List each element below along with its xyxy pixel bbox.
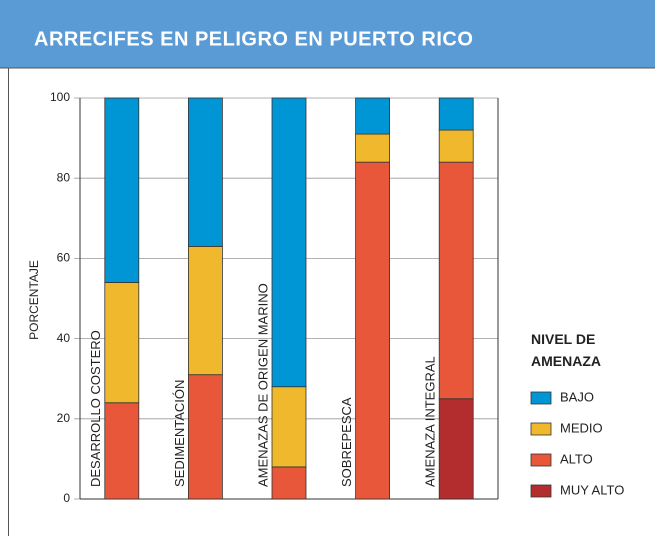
bar-segment: [187, 245, 223, 376]
bar-segment: [438, 161, 474, 400]
legend-label: MUY ALTO: [560, 482, 624, 497]
legend-label: MEDIO: [560, 420, 603, 435]
bar-segment: [187, 374, 223, 500]
y-tick-label: 40: [57, 331, 71, 345]
legend-label: ALTO: [560, 451, 593, 466]
chart-title: ARRECIFES EN PELIGRO EN PUERTO RICO: [34, 28, 473, 50]
bar-segment: [187, 97, 223, 247]
legend-label: BAJO: [560, 389, 594, 404]
bar-segment: [438, 97, 474, 131]
x-tick-label: SEDIMENTACIÓN: [172, 380, 187, 487]
legend-swatch: [530, 484, 552, 498]
bar-segment: [271, 97, 307, 388]
y-tick-label: 60: [57, 251, 71, 265]
y-tick-label: 80: [57, 170, 71, 184]
bar-segment: [271, 466, 307, 500]
bar-segment: [355, 97, 391, 135]
header: [0, 0, 655, 68]
bar-segment: [104, 282, 140, 404]
x-tick-label: SOBREPESCA: [339, 397, 354, 487]
y-axis-label: PORCENTAJE: [27, 260, 41, 340]
legend-swatch: [530, 391, 552, 405]
bar-segment: [438, 398, 474, 500]
bar-segment: [104, 402, 140, 500]
legend-title: NIVEL DE AMENAZA: [531, 331, 601, 369]
x-tick-label: AMENAZAS DE ORIGEN MARINO: [255, 283, 270, 487]
x-tick-label: DESARROLLO COSTERO: [88, 330, 103, 487]
y-tick-label: 20: [57, 411, 71, 425]
bar-segment: [104, 97, 140, 283]
bar-segment: [438, 129, 474, 163]
legend-swatch: [530, 422, 552, 436]
x-tick-label: AMENAZA INTEGRAL: [423, 356, 438, 487]
bar-segment: [271, 386, 307, 468]
y-tick-label: 100: [50, 90, 70, 104]
bar-segment: [355, 161, 391, 500]
y-tick-label: 0: [63, 491, 70, 505]
legend-swatch: [530, 453, 552, 467]
bar-segment: [355, 133, 391, 163]
